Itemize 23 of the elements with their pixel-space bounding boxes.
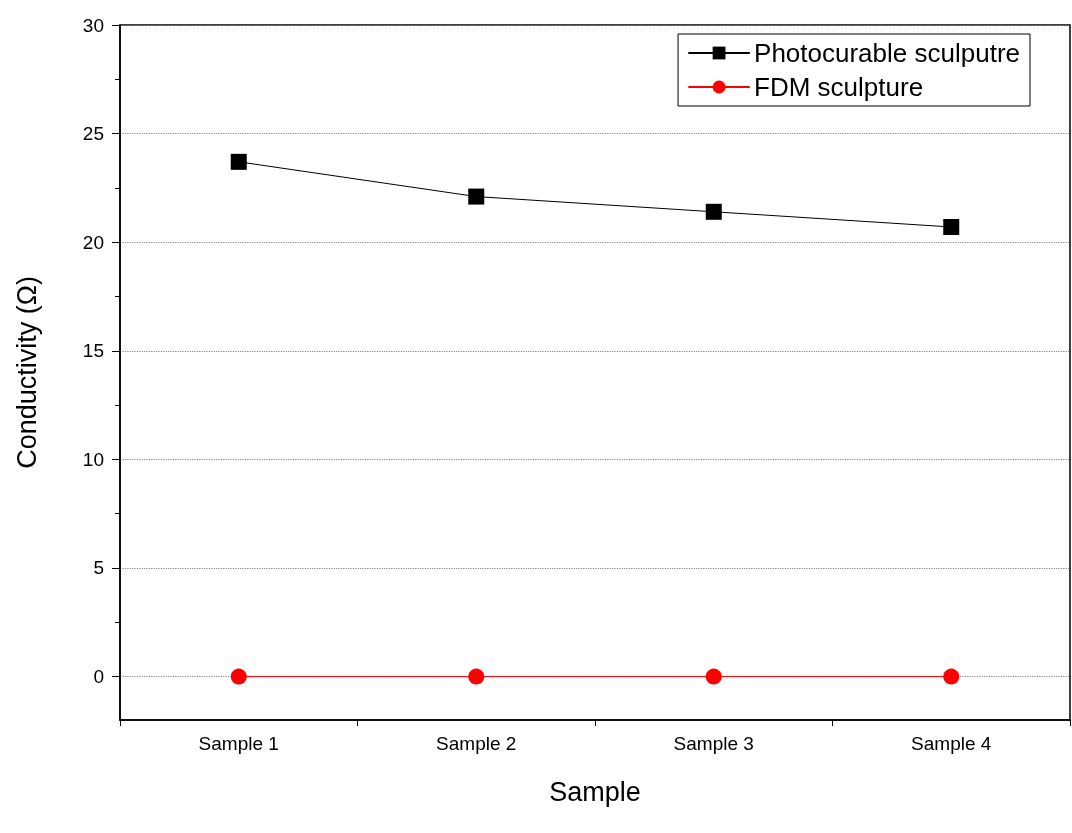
legend-label: Photocurable sculputre: [754, 38, 1021, 68]
point: [705, 668, 722, 685]
y-tick-label: 20: [82, 231, 104, 253]
x-tick-label: Sample 2: [436, 733, 517, 754]
point: [705, 203, 722, 220]
point: [468, 668, 485, 685]
y-tick-label: 5: [93, 557, 104, 579]
x-axis-title: Sample: [549, 776, 641, 807]
legend-label: FDM sculpture: [754, 72, 924, 102]
x-tick-label: Sample 1: [198, 733, 279, 754]
point: [230, 668, 247, 685]
y-axis-title: Conductivity (Ω): [11, 276, 42, 469]
y-tick-label: 0: [93, 666, 104, 688]
point: [230, 153, 247, 170]
point: [468, 188, 485, 205]
y-tick-label: 25: [82, 123, 104, 145]
y-tick-label: 10: [82, 448, 104, 470]
x-tick-label: Sample 4: [911, 733, 992, 754]
y-tick-label: 30: [82, 14, 104, 36]
x-tick-label: Sample 3: [673, 733, 754, 754]
y-tick-label: 15: [82, 340, 104, 362]
point: [943, 218, 960, 235]
point: [943, 668, 960, 685]
